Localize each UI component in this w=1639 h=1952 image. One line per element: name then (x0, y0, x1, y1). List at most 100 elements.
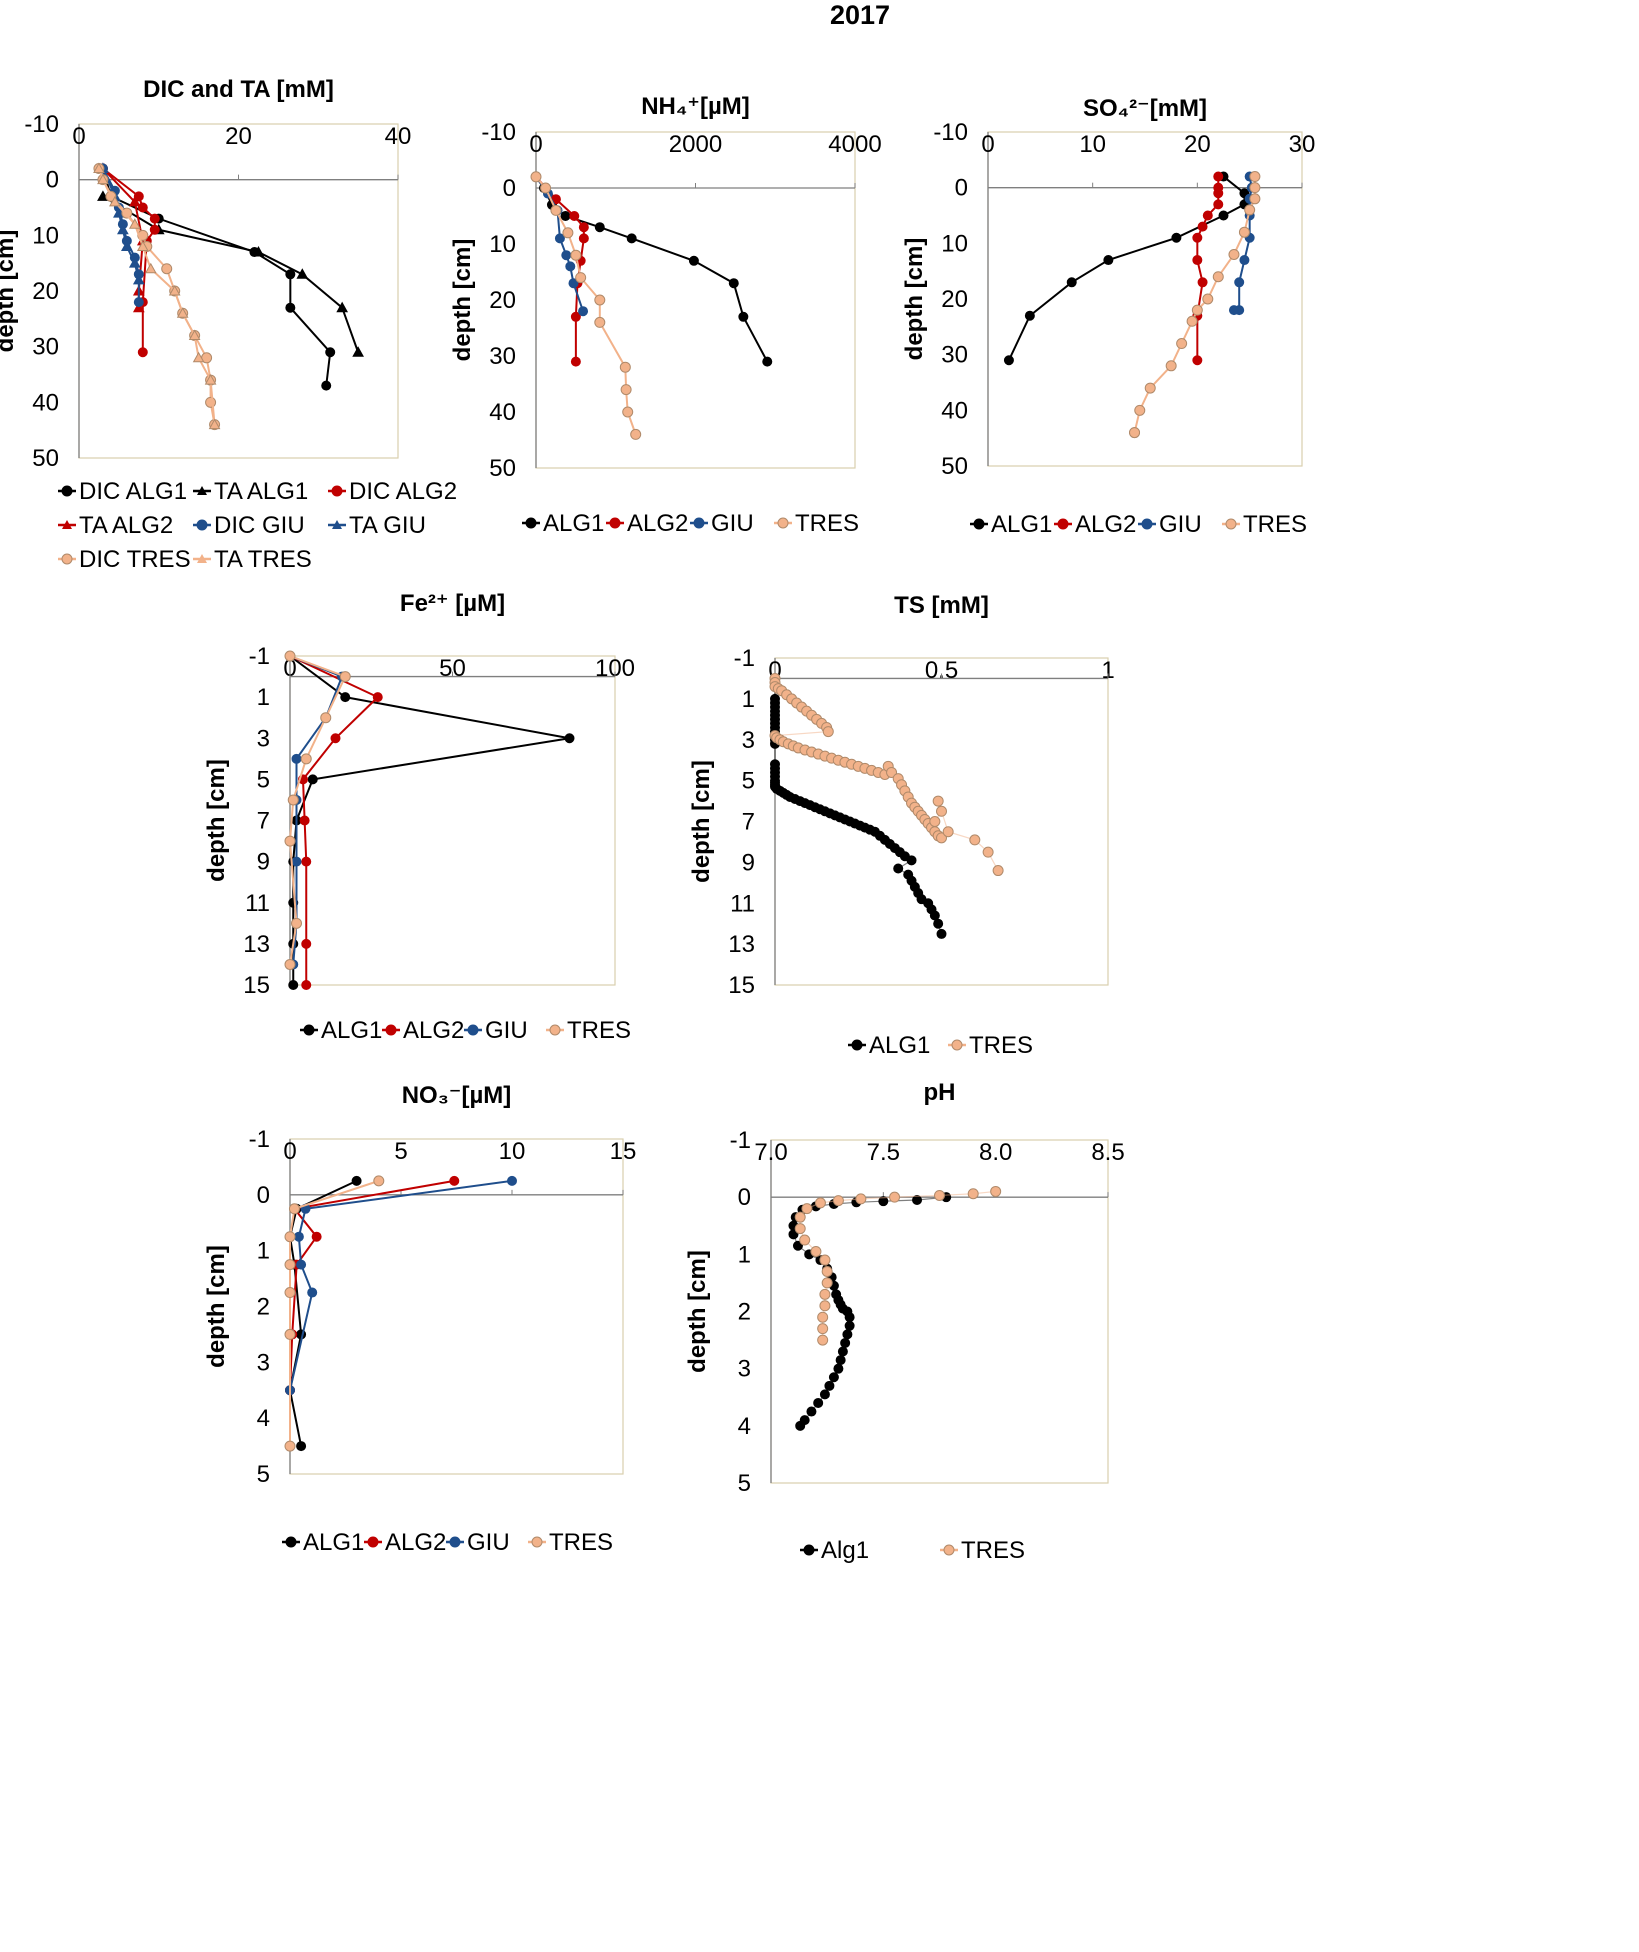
y-tick-label: 7 (257, 808, 270, 835)
y-tick-label: 0 (955, 175, 968, 202)
data-point (301, 938, 312, 949)
data-point (819, 1389, 830, 1400)
data-point (1192, 355, 1203, 366)
chart-nh4: NH₄⁺[µM] 0 2000 4000 -10 0 10 20 30 40 50 depth [cm… (449, 93, 882, 537)
data-point (855, 1193, 867, 1205)
y-tick-label: 15 (243, 972, 270, 999)
y-axis-label-no3: depth [cm] (203, 1245, 230, 1368)
legend-item: ALG1 (282, 1529, 364, 1556)
data-point (792, 1240, 803, 1251)
data-point (339, 671, 351, 683)
x-tick-label: 4000 (828, 131, 881, 158)
data-point (1171, 232, 1182, 243)
x-tick-label: 100 (595, 655, 635, 682)
legend-so4: ALG1 ALG2 GIU TRES (970, 511, 1307, 538)
data-point (1192, 255, 1203, 266)
y-axis-label-ph: depth [cm] (684, 1250, 711, 1373)
data-point (570, 311, 581, 322)
data-point (728, 278, 739, 289)
legend-item: ALG1 (848, 1032, 930, 1059)
data-point (1213, 171, 1224, 182)
series-so4-0 (1003, 171, 1250, 366)
data-point (188, 329, 201, 341)
data-point (564, 733, 575, 744)
data-point (284, 1231, 296, 1243)
data-point (819, 1300, 831, 1312)
data-point (929, 816, 941, 827)
plot-area-nh4 (535, 131, 856, 469)
y-tick-label: 10 (32, 222, 59, 249)
chart-title-nh4: NH₄⁺[µM] (641, 93, 750, 120)
data-point (619, 361, 631, 373)
legend-marker (62, 520, 72, 529)
data-point (1213, 199, 1224, 210)
x-tick-label: 20 (225, 123, 252, 150)
chart-title-no3: NO₃⁻[µM] (402, 1082, 512, 1109)
legend-item: GIU (1138, 511, 1202, 538)
legend-fe2: ALG1 ALG2 GIU TRES (300, 1017, 631, 1044)
y-tick-label: 15 (728, 972, 755, 999)
data-point (1244, 204, 1256, 216)
y-tick-label: 3 (257, 1349, 270, 1376)
data-point (311, 1231, 322, 1242)
x-tick-label: 10 (1079, 131, 1106, 158)
data-point (1202, 293, 1214, 305)
data-point (1197, 277, 1208, 288)
y-axis-label-nh4: depth [cm] (449, 239, 476, 362)
data-point (340, 692, 351, 703)
y-tick-label: 20 (32, 278, 59, 305)
data-point (568, 278, 579, 289)
data-point (967, 1188, 979, 1200)
y-tick-label: 30 (32, 334, 59, 361)
data-point (934, 1189, 945, 1201)
chart-so4: SO₄²⁻[mM] 0 10 20 30 -10 0 10 20 30 40 50 depth [cm]… (901, 95, 1315, 538)
data-point (1129, 427, 1141, 439)
x-tick-label: 0 (283, 1138, 296, 1165)
legend-label: TRES (969, 1032, 1033, 1059)
legend-label: GIU (467, 1529, 510, 1556)
legend-label: TA GIU (349, 512, 426, 539)
data-point (288, 980, 299, 990)
data-point (929, 910, 940, 921)
legend-item: DIC ALG1 (58, 478, 187, 505)
data-point (351, 1175, 362, 1186)
data-point (176, 307, 189, 318)
data-point (819, 1288, 831, 1300)
series-trace (792, 1196, 947, 1427)
data-point (208, 418, 221, 430)
data-point (540, 182, 552, 194)
legend-marker (609, 517, 621, 529)
data-point (284, 835, 296, 847)
y-tick-label: 2 (257, 1294, 270, 1321)
data-point (840, 1337, 851, 1348)
legend-item: TRES (546, 1017, 631, 1044)
legend-label: DIC GIU (214, 512, 305, 539)
data-point (293, 1231, 304, 1242)
legend-label: ALG2 (627, 510, 688, 537)
legend-marker (331, 485, 343, 497)
x-tick-label: 40 (385, 123, 412, 150)
data-point (128, 257, 141, 268)
data-point (291, 753, 302, 764)
data-point (788, 1229, 799, 1240)
legend-label: DIC ALG1 (79, 478, 187, 505)
data-point (821, 1265, 833, 1277)
data-point (620, 384, 632, 396)
data-point (837, 1346, 848, 1357)
legend-marker (197, 554, 207, 563)
data-point (307, 774, 318, 785)
series-line (102, 195, 360, 353)
data-point (285, 269, 296, 280)
y-axis-label-dic-ta: depth [cm] (0, 230, 19, 353)
data-point (942, 826, 954, 838)
legend-item: Alg1 (800, 1537, 869, 1564)
x-tick-label: 20 (1184, 131, 1211, 158)
legend-marker (973, 518, 985, 530)
y-tick-label: -10 (481, 119, 516, 146)
data-point (1228, 248, 1240, 260)
legend-label: TRES (1243, 511, 1307, 538)
series-line (289, 1179, 513, 1447)
data-point (205, 396, 217, 408)
legend-label: ALG2 (403, 1017, 464, 1044)
data-point (575, 272, 587, 284)
